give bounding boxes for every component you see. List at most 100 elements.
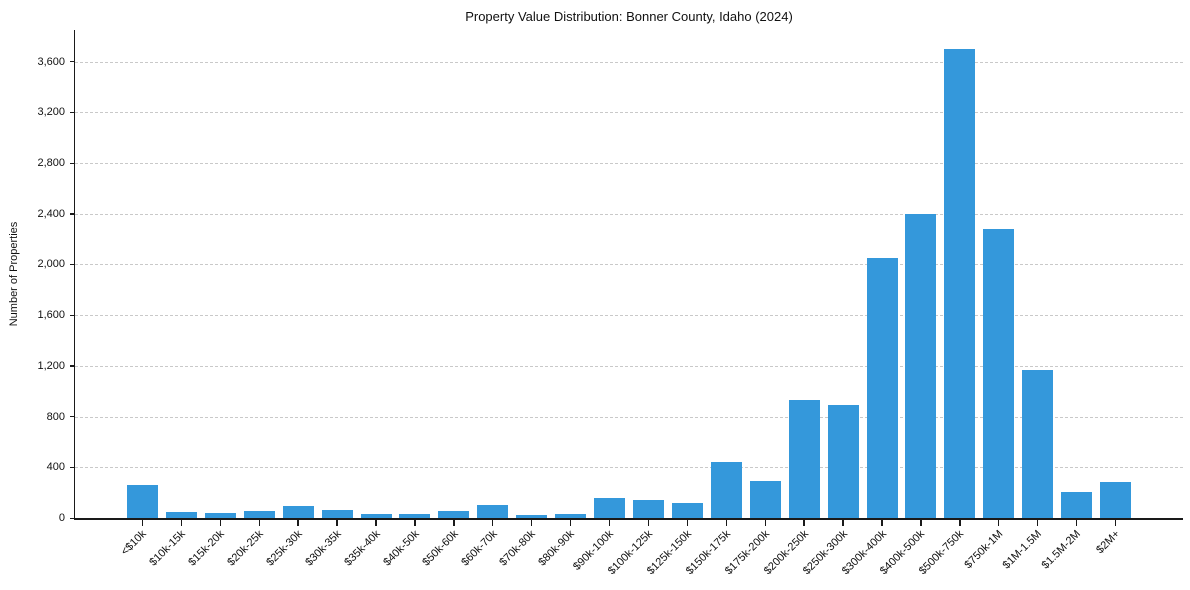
y-tick-label: 1,600 bbox=[37, 309, 65, 322]
x-tick-label: $35k-40k bbox=[341, 528, 383, 569]
gridline-y-1600 bbox=[75, 315, 1183, 317]
bar-$150k-175k bbox=[710, 461, 742, 518]
x-tick-mark bbox=[764, 520, 766, 526]
gridline-y-1200 bbox=[75, 365, 1183, 367]
x-tick-label: $1M-1.5M bbox=[1000, 528, 1045, 572]
bar-$10k-15k bbox=[165, 511, 197, 518]
x-tick-mark bbox=[414, 520, 416, 526]
x-tick-mark bbox=[141, 520, 144, 526]
bar-$20k-25k bbox=[243, 511, 275, 518]
y-tick-label: 2,400 bbox=[37, 207, 65, 220]
y-tick-label: 2,000 bbox=[37, 258, 65, 271]
gridline-y-800 bbox=[75, 416, 1183, 418]
x-tick-mark bbox=[569, 520, 572, 526]
x-tick-mark bbox=[1075, 520, 1078, 526]
bar-$1.5M-2M bbox=[1061, 492, 1093, 518]
gridline-y-2000 bbox=[75, 264, 1183, 266]
x-tick-label: $1.5M-2M bbox=[1039, 528, 1084, 572]
x-tick-mark bbox=[530, 520, 533, 526]
bar-$60k-70k bbox=[477, 505, 509, 518]
gridline-y-3600 bbox=[75, 61, 1183, 63]
bar-$50k-60k bbox=[438, 511, 470, 518]
x-tick-mark bbox=[686, 520, 689, 526]
y-tick-label: 3,200 bbox=[37, 106, 65, 119]
x-tick-mark bbox=[180, 520, 183, 526]
bar-$15k-20k bbox=[204, 512, 236, 518]
gridline-y-3200 bbox=[75, 112, 1183, 114]
y-tick-mark bbox=[70, 416, 75, 418]
gridline-y-2400 bbox=[75, 213, 1183, 215]
bar-$125k-150k bbox=[671, 502, 703, 518]
x-tick-label: $10k-15k bbox=[147, 528, 188, 569]
x-tick-mark bbox=[959, 520, 961, 526]
y-tick-label: 400 bbox=[46, 461, 65, 474]
x-tick-mark bbox=[453, 520, 455, 526]
y-tick-mark bbox=[70, 61, 75, 63]
bar-$30k-35k bbox=[321, 509, 353, 518]
bar-$750k-1M bbox=[983, 229, 1015, 518]
x-tick-mark bbox=[803, 520, 805, 526]
bar-$250k-300k bbox=[827, 405, 859, 518]
bar-$175k-200k bbox=[749, 480, 781, 518]
x-tick-mark bbox=[608, 520, 611, 526]
x-tick-label: $50k-60k bbox=[419, 528, 461, 569]
bar-<$10k bbox=[126, 485, 158, 518]
bar-$80k-90k bbox=[555, 514, 587, 518]
y-tick-label: 1,200 bbox=[37, 359, 65, 372]
x-tick-label: $40k-50k bbox=[380, 528, 422, 569]
x-tick-mark bbox=[297, 520, 299, 526]
y-tick-label: 0 bbox=[58, 512, 65, 524]
chart-title: Property Value Distribution: Bonner Coun… bbox=[465, 9, 793, 24]
x-axis-spine bbox=[74, 518, 1183, 520]
x-tick-mark bbox=[842, 520, 844, 526]
x-tick-mark bbox=[881, 520, 883, 526]
x-tick-mark bbox=[258, 520, 260, 526]
x-tick-label: $70k-80k bbox=[497, 528, 539, 569]
x-tick-label: $750k-1M bbox=[962, 528, 1006, 572]
y-tick-label: 2,800 bbox=[37, 157, 65, 170]
x-tick-mark bbox=[219, 520, 221, 526]
bar-$1M-1.5M bbox=[1022, 369, 1054, 518]
x-tick-mark bbox=[725, 520, 727, 526]
x-tick-mark bbox=[647, 520, 650, 526]
x-tick-label: $30k-35k bbox=[303, 528, 344, 569]
gridline-y-400 bbox=[75, 467, 1183, 469]
gridline-y-2800 bbox=[75, 163, 1183, 165]
x-tick-mark bbox=[375, 520, 377, 526]
bar-$2M+ bbox=[1100, 481, 1132, 518]
bar-$500k-750k bbox=[944, 49, 976, 518]
x-tick-mark bbox=[1036, 520, 1039, 526]
y-tick-mark bbox=[70, 213, 75, 215]
y-tick-mark bbox=[70, 365, 75, 367]
bar-$90k-100k bbox=[594, 498, 626, 518]
x-tick-label: $60k-70k bbox=[458, 528, 500, 569]
plot-area: 0 400 800 1,200 1,600 2,000 2,400 2,800 3,200 3,6… bbox=[37, 30, 1183, 577]
bar-$25k-30k bbox=[282, 505, 314, 518]
y-tick-mark bbox=[70, 162, 75, 164]
bar-$40k-50k bbox=[399, 513, 431, 518]
bar-$200k-250k bbox=[788, 400, 820, 518]
bar-$35k-40k bbox=[360, 514, 392, 518]
bar-$70k-80k bbox=[516, 515, 548, 518]
y-tick-mark bbox=[70, 466, 75, 469]
y-axis-spine bbox=[74, 30, 76, 518]
x-tick-label: <$10k bbox=[119, 528, 149, 558]
x-tick-label: $25k-30k bbox=[264, 528, 305, 569]
y-tick-mark bbox=[70, 263, 75, 266]
x-tick-mark bbox=[998, 520, 1000, 526]
y-tick-mark bbox=[70, 517, 75, 519]
y-tick-label: 800 bbox=[46, 410, 65, 423]
y-tick-label: 3,600 bbox=[37, 55, 65, 68]
x-tick-label: $15k-20k bbox=[186, 528, 227, 569]
x-tick-label: $2M+ bbox=[1093, 528, 1123, 557]
bar-$100k-125k bbox=[632, 499, 664, 518]
bar-$400k-500k bbox=[905, 213, 937, 518]
bar-$300k-400k bbox=[866, 258, 898, 518]
x-tick-mark bbox=[1114, 520, 1117, 526]
x-tick-mark bbox=[336, 520, 338, 526]
x-tick-mark bbox=[492, 520, 494, 526]
x-tick-mark bbox=[920, 520, 922, 526]
x-tick-label: $20k-25k bbox=[225, 528, 266, 569]
y-tick-mark bbox=[70, 111, 75, 114]
